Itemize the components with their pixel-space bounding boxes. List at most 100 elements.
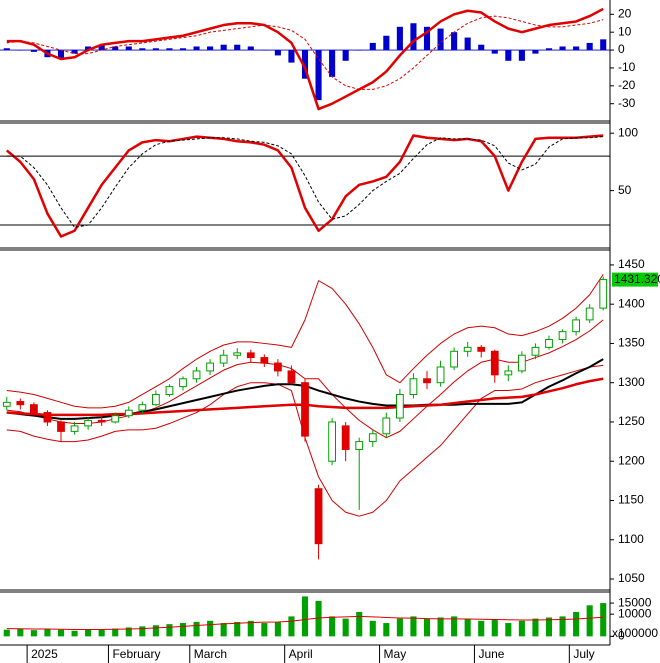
- candle-body: [531, 346, 540, 356]
- x-tick-label: March: [194, 647, 227, 661]
- candle-body: [16, 401, 25, 406]
- candle-body: [192, 370, 201, 380]
- bar: [288, 50, 295, 63]
- bar: [315, 50, 322, 101]
- bar: [356, 50, 363, 51]
- line-series: [6, 7, 604, 111]
- bar: [396, 618, 403, 637]
- candle-body: [585, 307, 594, 321]
- bar: [396, 26, 403, 51]
- bar: [17, 50, 24, 51]
- last-price-box: [612, 272, 658, 287]
- unit-label: x100000: [612, 626, 658, 640]
- candle-body: [111, 415, 120, 423]
- bar: [98, 44, 105, 51]
- x-tick-label: July: [573, 647, 594, 661]
- y-tick-label: -10: [618, 60, 636, 74]
- y-tick-label: 20: [618, 6, 632, 20]
- candle-body: [43, 412, 52, 423]
- bar: [139, 626, 146, 637]
- candle-body: [423, 378, 431, 384]
- bar: [261, 50, 268, 51]
- bar: [491, 50, 498, 54]
- x-tick-label: 2025: [31, 647, 58, 661]
- bar: [315, 600, 322, 637]
- line-series: [6, 615, 604, 630]
- line-series: [6, 136, 604, 228]
- bar: [207, 46, 214, 51]
- bar: [166, 48, 173, 51]
- bar: [423, 618, 431, 637]
- bar: [44, 629, 51, 637]
- bar: [329, 616, 336, 637]
- y-tick-label: 1100: [618, 532, 644, 546]
- candle-body: [2, 401, 11, 407]
- bar: [342, 50, 349, 61]
- y-tick-label: 50: [618, 183, 632, 197]
- candle-body: [450, 350, 459, 368]
- candle-body: [396, 393, 404, 419]
- bar: [193, 46, 200, 51]
- bar: [410, 616, 417, 637]
- bar: [600, 39, 607, 51]
- bar: [247, 46, 254, 51]
- bar: [301, 596, 309, 637]
- bar: [518, 50, 525, 61]
- bar: [451, 616, 458, 637]
- candle-body: [545, 339, 553, 348]
- bar: [139, 48, 146, 51]
- candle-body: [260, 357, 269, 364]
- bar: [342, 618, 349, 637]
- bar: [71, 50, 78, 54]
- bar: [288, 616, 295, 637]
- y-tick-label: 1350: [618, 336, 645, 350]
- bar: [3, 629, 10, 637]
- bar: [505, 623, 512, 637]
- y-tick-label: 0: [618, 629, 625, 643]
- bar: [410, 23, 417, 51]
- bar: [491, 619, 498, 637]
- bar: [437, 28, 444, 51]
- candle-body: [179, 378, 187, 388]
- bar: [437, 617, 444, 637]
- bar: [71, 630, 78, 637]
- bar: [478, 620, 485, 637]
- candle-body: [504, 370, 513, 376]
- bar: [207, 620, 214, 637]
- bar: [356, 611, 363, 637]
- candle-body: [219, 354, 228, 364]
- bar: [369, 42, 376, 51]
- bar: [464, 37, 471, 51]
- candle-body: [558, 331, 567, 341]
- bar: [559, 616, 566, 637]
- bar: [152, 48, 159, 51]
- bar: [532, 50, 539, 54]
- candle-body: [301, 382, 309, 437]
- bar: [125, 46, 132, 51]
- candle-body: [314, 488, 323, 545]
- bar: [85, 629, 92, 637]
- bar: [586, 605, 593, 637]
- candle-body: [124, 409, 133, 417]
- candle-body: [355, 441, 364, 450]
- bar: [545, 48, 553, 51]
- bar: [166, 624, 173, 637]
- bar: [85, 46, 92, 51]
- y-tick-label: 1300: [618, 375, 645, 389]
- bar: [193, 621, 200, 637]
- candle-body: [368, 433, 377, 443]
- bar: [112, 46, 119, 51]
- bar: [464, 618, 471, 637]
- y-tick-label: 1200: [618, 453, 645, 467]
- y-tick-label: 1050: [618, 571, 645, 585]
- candle-body: [246, 352, 255, 359]
- bar: [545, 617, 553, 637]
- bar: [383, 623, 390, 637]
- candle-body: [165, 386, 174, 395]
- bar: [98, 629, 105, 637]
- bar: [451, 32, 458, 51]
- bar: [573, 611, 580, 637]
- bar: [57, 629, 65, 637]
- y-tick-label: 1150: [618, 493, 644, 507]
- bar: [125, 627, 132, 637]
